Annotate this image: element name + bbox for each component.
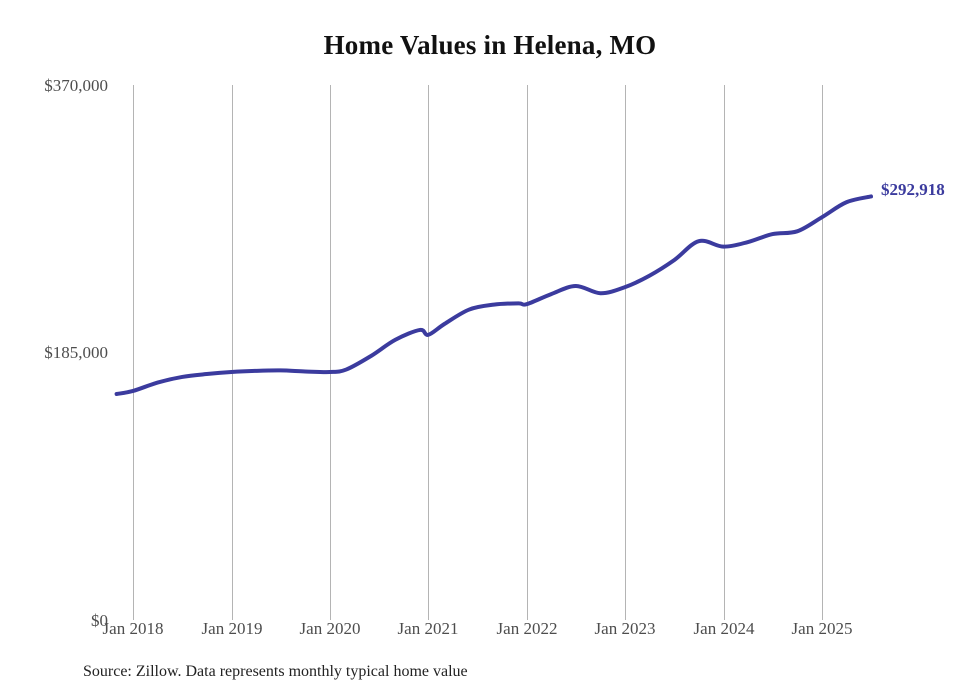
y-tick-label-185000: $185,000 — [44, 343, 108, 362]
x-tick-label-jan-2025: Jan 2025 — [791, 619, 853, 638]
y-tick-label-370000: $370,000 — [44, 76, 108, 95]
gridline-2022 — [527, 85, 528, 620]
gridline-2024 — [724, 85, 725, 620]
page-title: Home Values in Helena, MO — [323, 30, 657, 60]
y-axis: $370,000 $185,000 $0 — [0, 0, 108, 699]
end-value-annotation: $292,918 — [881, 180, 945, 200]
gridline-2025 — [822, 85, 823, 620]
source-note: Source: Zillow. Data represents monthly … — [83, 663, 468, 680]
gridline-2020 — [330, 85, 331, 620]
x-tick-label-jan-2019: Jan 2019 — [201, 619, 263, 638]
gridline-2018 — [133, 85, 134, 620]
x-tick-label-jan-2020: Jan 2020 — [299, 619, 361, 638]
x-tick-label-jan-2023: Jan 2023 — [594, 619, 656, 638]
x-tick-label-jan-2018: Jan 2018 — [102, 619, 164, 638]
x-tick-label-jan-2021: Jan 2021 — [397, 619, 459, 638]
y-tick-label-0: $0 — [91, 611, 108, 630]
gridline-2023 — [625, 85, 626, 620]
series-line-typical-home-value — [114, 194, 873, 396]
x-tick-label-jan-2022: Jan 2022 — [496, 619, 558, 638]
gridline-2021 — [428, 85, 429, 620]
gridline-2019 — [232, 85, 233, 620]
x-tick-label-jan-2024: Jan 2024 — [693, 619, 755, 638]
